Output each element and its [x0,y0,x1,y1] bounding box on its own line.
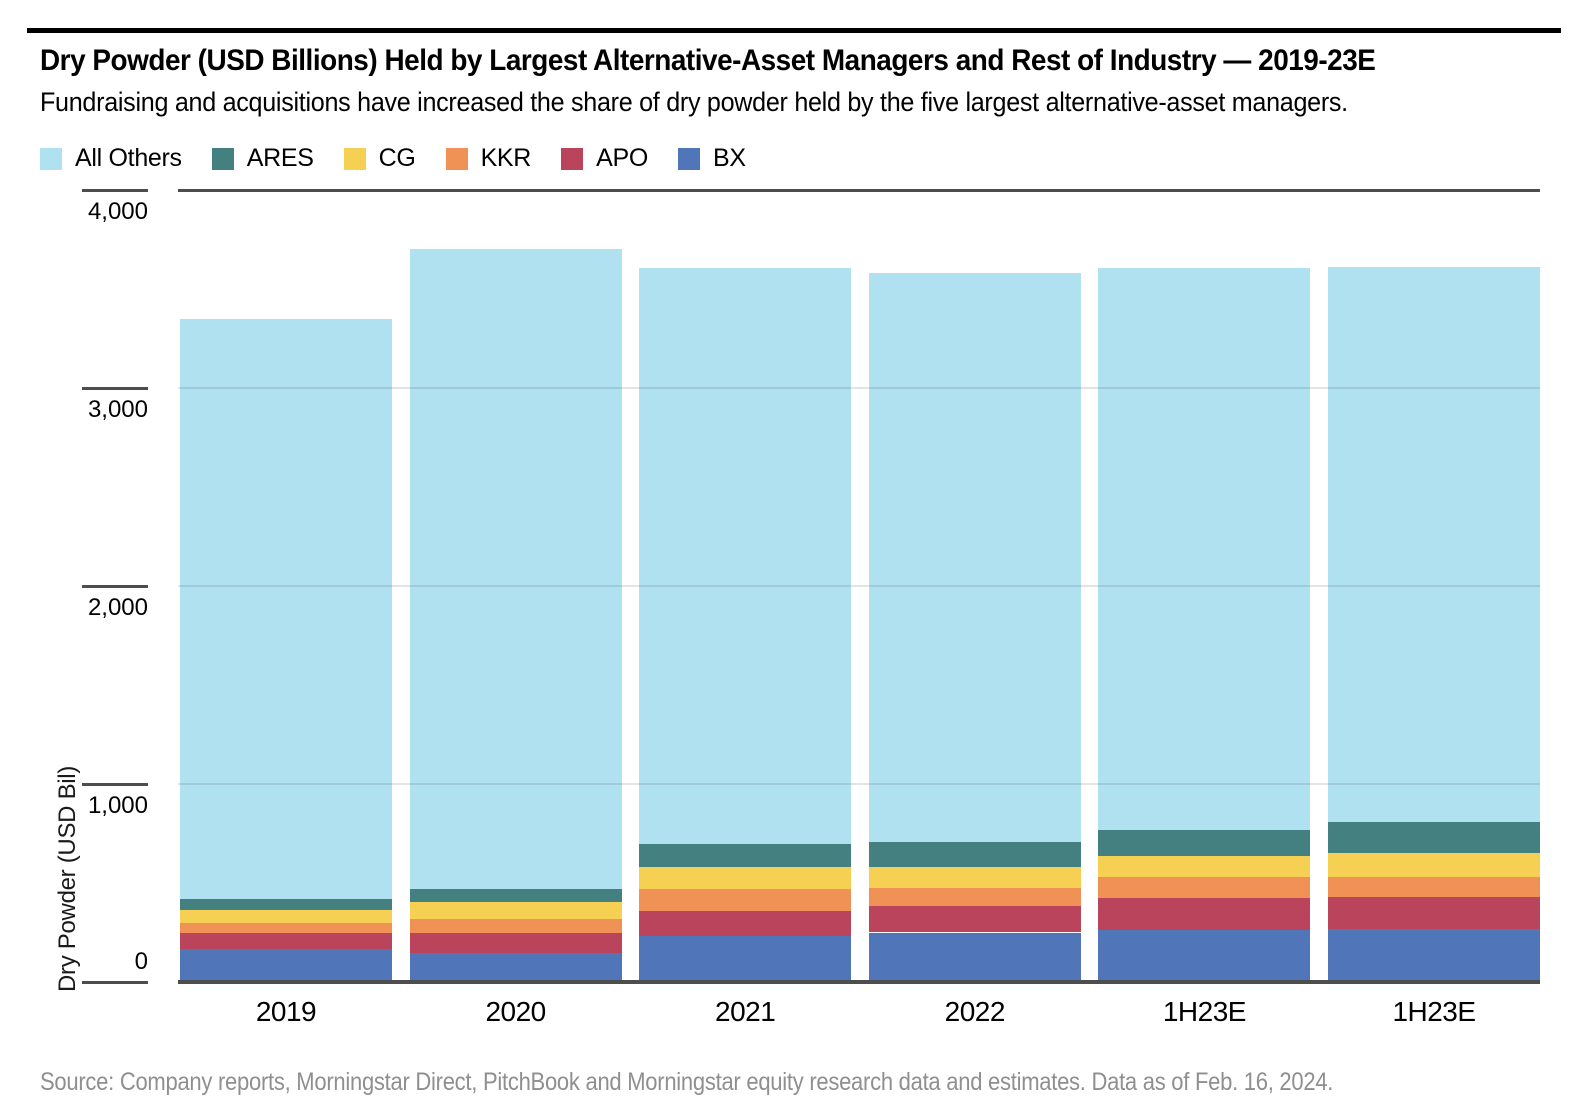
bar-segment-all-others-1 [409,249,622,889]
x-axis-label-2: 2021 [715,996,776,1027]
bar-segment-kkr-5 [1328,877,1540,898]
y-axis-tick-label-3000: 3,000 [87,396,148,423]
y-axis-tick-3000 [82,386,148,390]
legend-swatch-ares [211,147,234,170]
bar-segment-apo-1 [409,932,622,953]
gridline-1000 [178,783,1540,785]
bar-segment-cg-0 [180,909,392,923]
gridline-3000 [178,387,1540,389]
bar-segment-kkr-1 [409,918,622,933]
x-axis-label-3: 2022 [944,996,1006,1027]
y-axis-tick-0 [82,980,148,984]
plot-top-border [178,188,1540,192]
y-axis-tick-label-4000: 4,000 [87,198,148,225]
bar-segment-cg-3 [868,866,1081,889]
bar-segment-apo-4 [1098,898,1311,930]
y-axis-tick-label-2000: 2,000 [87,594,148,621]
legend-label-cg: CG [378,144,416,172]
bar-segment-kkr-0 [180,922,392,934]
y-axis-tick-label-0: 0 [134,948,148,975]
bar-segment-bx-5 [1328,929,1540,982]
legend: All Others ARES CG KKR APO BX [40,144,746,173]
bar-segment-cg-2 [639,867,852,889]
bar-segment-all-others-5 [1328,267,1540,822]
bar-segment-ares-2 [639,843,852,868]
bar-segment-ares-1 [409,888,622,902]
y-axis-tick-2000 [82,584,148,588]
legend-label-kkr: KKR [480,144,532,172]
bar-segment-all-others-2 [639,268,852,844]
bar-segment-cg-4 [1098,856,1311,878]
legend-swatch-apo [561,147,584,170]
source-note: Source: Company reports, Morningstar Dir… [40,1068,1334,1096]
bar-segment-kkr-3 [868,888,1081,906]
legend-swatch-cg [343,147,366,170]
gridline-2000 [178,585,1540,587]
legend-item-bx: BX [677,144,746,173]
bar-segment-cg-5 [1328,853,1540,878]
bar-segment-apo-3 [868,905,1081,933]
bar-segment-bx-0 [180,949,392,982]
bar-segment-apo-2 [639,910,852,937]
legend-item-cg: CG [343,144,416,173]
bar-segment-bx-1 [409,952,622,982]
bar-segment-all-others-0 [180,318,392,900]
bar-segment-apo-5 [1328,897,1540,930]
chart-subtitle: Fundraising and acquisitions have increa… [40,87,1348,117]
bar-segment-ares-5 [1328,821,1540,854]
x-axis-label-1: 2020 [485,996,546,1027]
legend-swatch-bx [677,147,700,170]
bar-segment-bx-4 [1098,929,1311,982]
legend-label-all-others: All Others [75,144,182,172]
bar-segment-bx-2 [639,936,852,982]
x-axis-baseline [178,980,1540,984]
y-axis-tick-1000 [82,782,148,786]
legend-swatch-kkr [445,147,468,170]
bar-segment-bx-3 [868,932,1081,982]
x-axis-label-0: 2019 [255,996,317,1027]
legend-item-apo: APO [561,144,648,173]
bar-segment-all-others-4 [1098,268,1311,830]
y-axis-tick-label-1000: 1,000 [87,792,148,819]
bar-segment-ares-0 [180,899,392,910]
legend-item-all-others: All Others [40,144,182,173]
bar-segment-ares-3 [868,841,1081,867]
x-axis-label-4: 1H23E [1162,996,1247,1027]
bar-segment-cg-1 [409,902,622,919]
bar-segment-apo-0 [180,933,392,950]
bar-segment-ares-4 [1098,829,1311,857]
y-axis-tick-4000 [82,188,148,192]
legend-label-apo: APO [596,144,648,172]
legend-item-kkr: KKR [445,144,532,173]
legend-label-bx: BX [712,144,746,172]
top-rule [27,28,1561,33]
bar-segment-kkr-2 [639,888,852,911]
chart-title: Dry Powder (USD Billions) Held by Larges… [40,44,1376,77]
legend-item-ares: ARES [211,144,314,173]
x-axis-label-5: 1H23E [1392,996,1476,1027]
bar-segment-kkr-4 [1098,877,1311,899]
y-axis-title: Dry Powder (USD Bil) [54,765,81,992]
legend-swatch-all-others [40,147,62,170]
legend-label-ares: ARES [246,144,314,172]
bar-segment-all-others-3 [868,273,1081,842]
